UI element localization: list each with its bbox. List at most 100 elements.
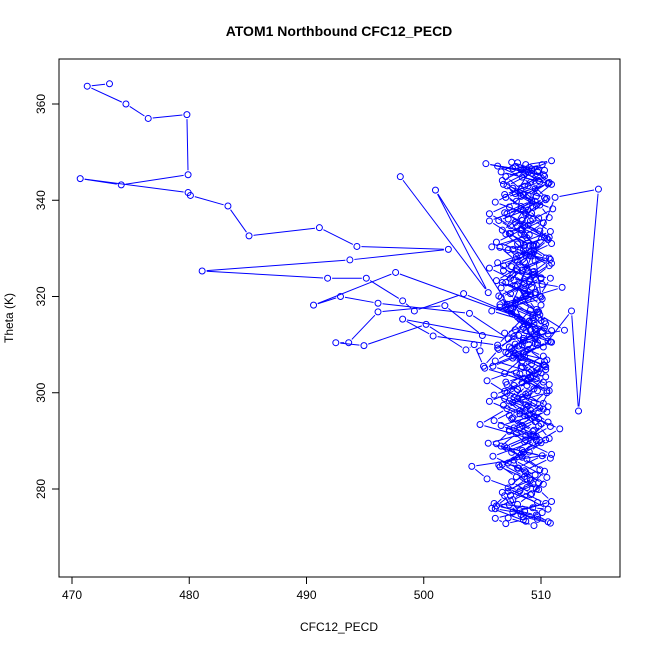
series-0-point: [556, 425, 564, 433]
series-0-point: [508, 263, 516, 271]
series-0-segment: [508, 236, 521, 248]
series-1-point: [539, 343, 547, 351]
series-0-point: [524, 191, 532, 199]
series-0-point: [511, 282, 519, 290]
series-0-point: [245, 232, 253, 240]
series-0-segment: [536, 240, 544, 248]
series-0-point: [541, 318, 549, 326]
series-0-point: [485, 397, 493, 405]
series-0-point: [517, 229, 525, 237]
series-0-segment: [524, 359, 542, 369]
series-0-point: [511, 340, 519, 348]
series-0-point: [502, 348, 510, 356]
series-0-point: [516, 246, 524, 254]
series-0-point: [516, 487, 524, 495]
series-0-point: [538, 328, 546, 336]
series-0-point: [558, 283, 566, 291]
series-0-point: [511, 256, 519, 264]
x-tick-label: 480: [179, 588, 199, 602]
series-0-point: [502, 378, 510, 386]
series-0-point: [525, 448, 533, 456]
series-0-point: [544, 403, 552, 411]
series-0-segment: [493, 269, 511, 279]
series-0-point: [526, 325, 534, 333]
series-0-point: [525, 164, 533, 172]
series-0-segment: [497, 367, 525, 378]
series-1-point: [476, 347, 484, 355]
series-0-point: [545, 262, 553, 270]
series-0-segment: [502, 285, 521, 295]
series-0-point: [518, 226, 526, 234]
series-0-point: [508, 309, 516, 317]
y-tick-label: 300: [34, 382, 48, 402]
series-0-point: [224, 202, 232, 210]
series-0-point: [492, 502, 500, 510]
series-0-segment: [510, 202, 532, 213]
series-0-point: [530, 270, 538, 278]
series-0-point: [525, 278, 533, 286]
series-0-point: [536, 466, 544, 474]
series-0-point: [501, 329, 509, 337]
series-0-point: [501, 209, 509, 217]
series-0-point: [531, 257, 539, 265]
series-0-segment: [534, 210, 550, 220]
series-0-point: [324, 274, 332, 282]
series-0-point: [524, 321, 532, 329]
series-0-point: [122, 100, 130, 108]
series-0-point: [519, 246, 527, 254]
series-0-point: [517, 364, 525, 372]
series-0-point: [198, 267, 206, 275]
series-0-point: [537, 369, 545, 377]
series-0-point: [526, 491, 534, 499]
series-0-segment: [206, 259, 346, 272]
series-0-point: [519, 336, 527, 344]
series-0-point: [542, 499, 550, 507]
series-0-point: [498, 460, 506, 468]
series-0-point: [523, 455, 531, 463]
series-1-point: [567, 307, 575, 315]
series-0-point: [525, 369, 533, 377]
series-1-point: [575, 407, 583, 415]
series-0-segment: [91, 87, 123, 103]
series-0-point: [511, 326, 519, 334]
series-0-point: [536, 201, 544, 209]
series-0-point: [560, 326, 568, 334]
series-0-point: [468, 462, 476, 470]
series-1-point: [519, 323, 527, 331]
x-tick-label: 500: [414, 588, 434, 602]
series-0-point: [517, 511, 525, 519]
series-0-point: [518, 341, 526, 349]
series-0-point: [505, 501, 513, 509]
series-0-segment: [495, 235, 526, 247]
series-0-point: [511, 218, 519, 226]
series-0-segment: [510, 395, 525, 404]
series-0-point: [495, 461, 503, 469]
series-0-segment: [517, 339, 526, 347]
series-0-segment: [520, 248, 531, 259]
series-0-point: [497, 293, 505, 301]
series-0-segment: [538, 370, 544, 376]
series-0-point: [541, 166, 549, 174]
series-0-point: [507, 222, 515, 230]
series-0-segment: [537, 507, 544, 510]
chart-title: ATOM1 Northbound CFC12_PECD: [226, 23, 453, 39]
series-0-segment: [521, 325, 531, 334]
series-0-point: [499, 180, 507, 188]
series-0-segment: [492, 222, 506, 232]
series-0-point: [491, 357, 499, 365]
series-0-point: [517, 451, 525, 459]
series-1-point: [374, 308, 382, 316]
series-0-segment: [516, 276, 529, 286]
series-0-point: [530, 267, 538, 275]
series-0-point: [522, 468, 530, 476]
series-0-point: [514, 385, 522, 393]
series-0-point: [531, 185, 539, 193]
series-0-point: [521, 182, 529, 190]
series-0-point: [362, 274, 370, 282]
series-0-segment: [528, 295, 538, 303]
series-1-segment: [480, 339, 483, 347]
series-0-point: [531, 197, 539, 205]
series-0-point: [501, 443, 509, 451]
series-0-point: [505, 229, 513, 237]
